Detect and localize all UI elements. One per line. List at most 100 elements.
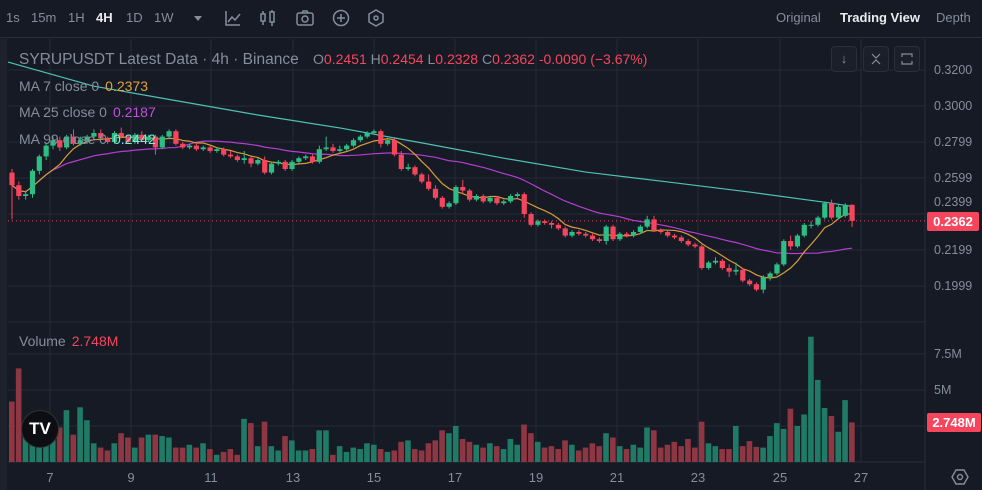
ma7-value: 0.2373: [105, 78, 148, 94]
volume-bar: [753, 446, 760, 462]
volume-bar: [842, 400, 848, 462]
candle-body: [16, 185, 22, 196]
timeframe-1w[interactable]: 1W: [154, 10, 174, 25]
candle-body: [282, 161, 288, 169]
price-tick: 0.1999: [934, 279, 973, 293]
chart-legend-title: SYRUPUSDT Latest Data · 4h · Binance O0.…: [19, 51, 647, 69]
volume-bar: [473, 444, 480, 462]
volume-bar: [821, 408, 828, 462]
view-depth[interactable]: Depth: [936, 10, 971, 25]
candle-body: [152, 136, 159, 148]
volume-bar: [794, 426, 801, 462]
volume-bar: [411, 449, 418, 462]
volume-bar: [514, 444, 521, 462]
dropdown-caret-icon[interactable]: [188, 8, 208, 28]
settings-hex-icon[interactable]: [366, 8, 386, 28]
candle-body: [829, 203, 835, 218]
candle-body: [712, 260, 719, 263]
timeframe-1h[interactable]: 1H: [68, 10, 85, 25]
volume-bar: [166, 437, 172, 462]
candle-body: [207, 147, 213, 151]
fullscreen-button[interactable]: [894, 46, 920, 72]
volume-bar: [582, 447, 589, 462]
volume-bar: [15, 368, 22, 462]
candle-body: [91, 133, 97, 137]
left-scroll-strip[interactable]: [0, 39, 7, 490]
candle-body: [630, 232, 637, 236]
candle-body: [186, 145, 193, 148]
volume-bar: [432, 440, 439, 462]
candle-body: [105, 138, 111, 142]
timeframe-1d[interactable]: 1D: [126, 10, 143, 25]
candle-body: [193, 145, 200, 150]
close-value: 0.2362: [492, 51, 535, 67]
volume-bar: [63, 410, 70, 462]
chart-settings-icon[interactable]: [950, 467, 970, 487]
ohlc-readout: O0.2451 H0.2454 L0.2328 C0.2362 -0.0090 …: [313, 51, 648, 67]
candle-body: [378, 131, 384, 144]
view-original[interactable]: Original: [776, 10, 821, 25]
volume-bar: [248, 423, 254, 462]
volume-bar: [562, 440, 568, 462]
volume-bar: [726, 449, 732, 462]
candle-body: [227, 154, 234, 157]
candle-body: [200, 147, 206, 150]
collapse-button[interactable]: [863, 46, 889, 72]
candle-body: [43, 145, 49, 157]
top-toolbar: 1s 15m 1H 4H 1D 1W Original Trading View…: [0, 0, 982, 38]
volume-bar: [418, 450, 425, 462]
volume-bar: [398, 441, 404, 462]
ma25-legend[interactable]: MA 25 close 0 0.2187: [19, 104, 156, 120]
camera-icon[interactable]: [295, 8, 315, 28]
arrow-down-icon: ↓: [840, 51, 848, 66]
time-tick: 11: [204, 470, 218, 485]
scroll-down-button[interactable]: ↓: [831, 46, 857, 72]
volume-bar: [814, 379, 821, 462]
view-trading-view[interactable]: Trading View: [840, 10, 920, 25]
candle-body: [275, 161, 281, 164]
volume-bar: [289, 440, 295, 462]
candle-body: [57, 140, 63, 148]
candle-type-icon[interactable]: [258, 8, 278, 28]
candle-body: [446, 203, 452, 207]
volume-bar: [541, 447, 548, 462]
volume-bar: [459, 438, 466, 462]
timeframe-15m[interactable]: 15m: [31, 10, 57, 25]
candle-body: [651, 219, 657, 231]
candle-body: [767, 273, 773, 277]
volume-bar: [295, 450, 302, 462]
volume-bar: [323, 430, 329, 462]
timeframe-1s[interactable]: 1s: [6, 10, 20, 25]
candle-body: [412, 167, 418, 175]
volume-bar: [241, 418, 247, 462]
volume-bar: [77, 407, 83, 462]
timeframe-4h[interactable]: 4H: [96, 10, 113, 25]
candle-body: [111, 133, 118, 142]
ma99-legend[interactable]: MA 99 close 0 0.2442: [19, 131, 156, 147]
candle-body: [214, 149, 220, 151]
volume-bar: [268, 446, 275, 462]
candle-body: [419, 174, 425, 182]
volume-bar: [179, 447, 186, 462]
volume-bar: [145, 434, 152, 462]
add-icon[interactable]: [331, 8, 351, 28]
candle-body: [747, 280, 753, 285]
tradingview-logo[interactable]: TV: [21, 410, 59, 448]
volume-bar: [275, 450, 281, 462]
ma25-line: [11, 140, 853, 255]
candle-body: [98, 133, 104, 139]
volume-bar: [773, 423, 780, 462]
ma7-legend[interactable]: MA 7 close 0 0.2373: [19, 78, 148, 94]
volume-bar: [698, 421, 705, 462]
open-value: 0.2451: [323, 51, 367, 67]
time-tick: 17: [447, 470, 463, 485]
volume-bar: [719, 449, 725, 462]
indicators-icon[interactable]: [223, 8, 243, 28]
candle-body: [576, 232, 582, 234]
volume-bar: [330, 454, 336, 462]
volume-bar: [664, 444, 671, 462]
candle-body: [781, 241, 787, 265]
low-value: 0.2328: [435, 51, 479, 67]
volume-bar: [760, 447, 766, 462]
